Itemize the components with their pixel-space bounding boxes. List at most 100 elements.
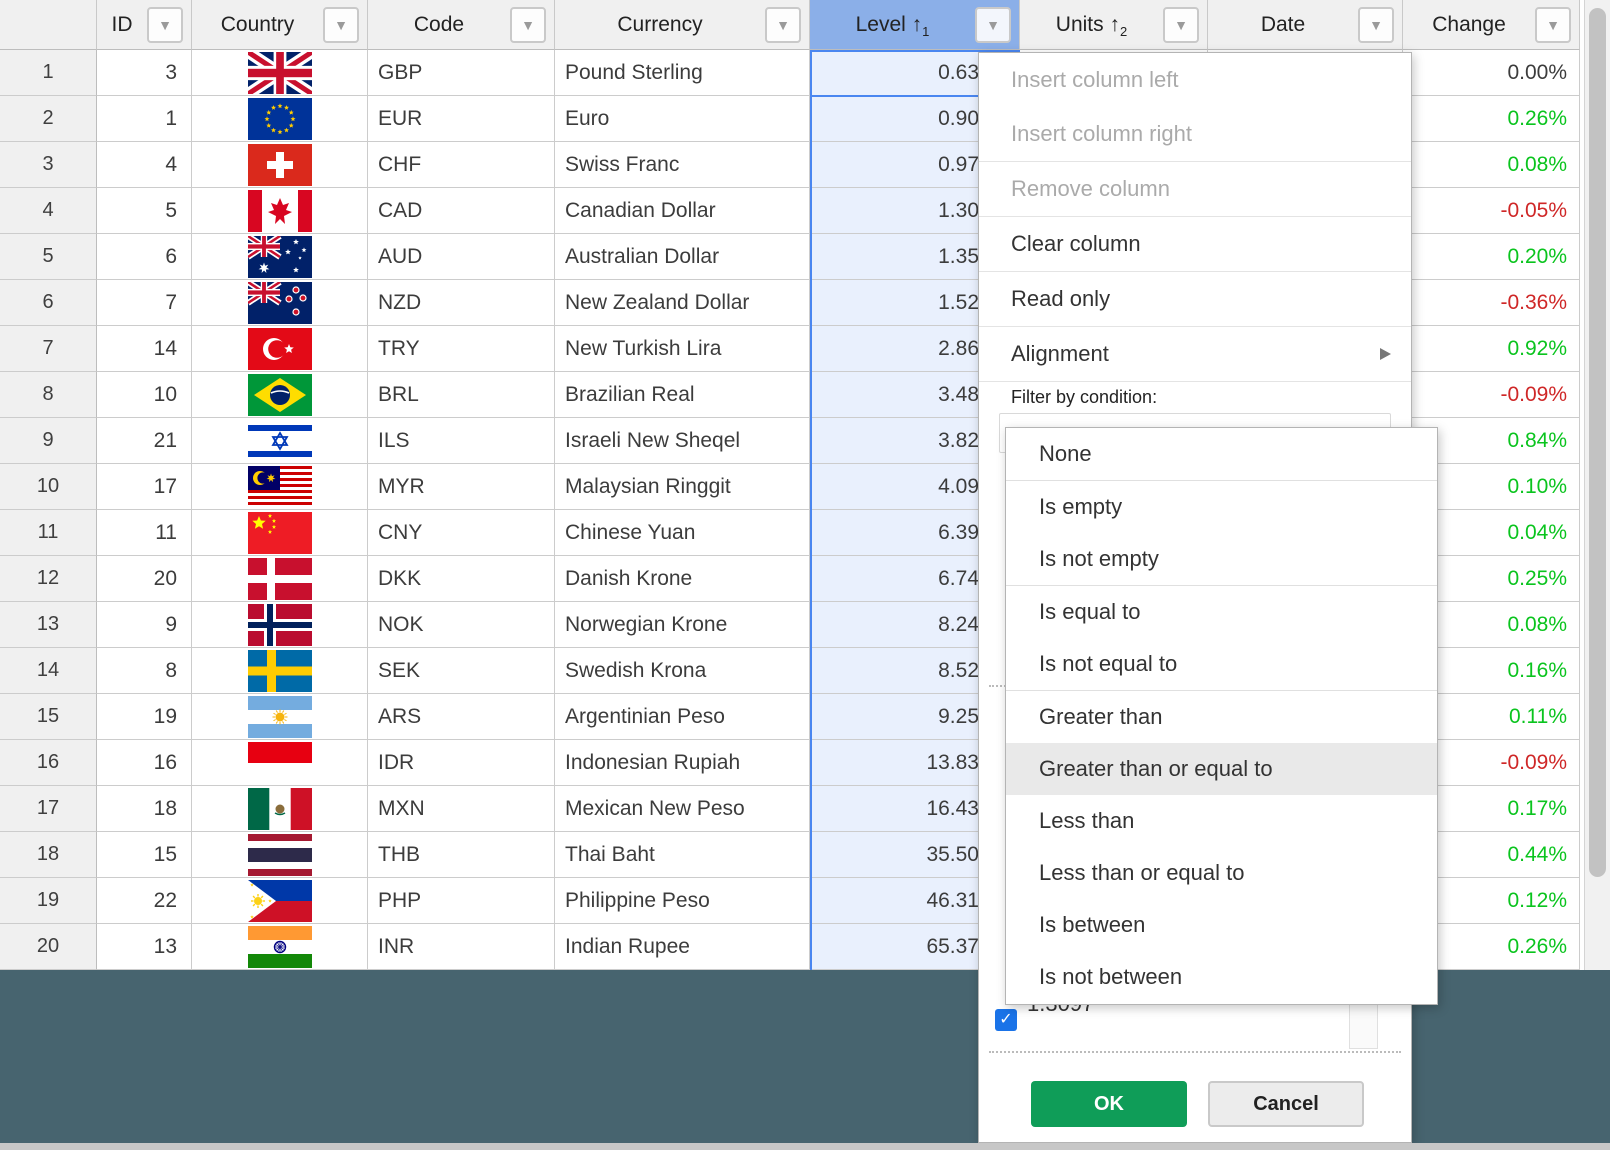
cell-code[interactable]: MXN <box>368 786 555 832</box>
filter-dropdown-button-date[interactable]: ▼ <box>1358 7 1394 43</box>
column-header-change[interactable]: Change ▼ <box>1403 0 1580 50</box>
ok-button[interactable]: OK <box>1031 1081 1187 1127</box>
cell-change[interactable]: 0.00% <box>1403 50 1580 96</box>
cell-id[interactable]: 19 <box>97 694 192 740</box>
cell-currency[interactable]: Indonesian Rupiah <box>555 740 810 786</box>
cell-country[interactable] <box>192 188 368 234</box>
cell-change[interactable]: -0.09% <box>1403 372 1580 418</box>
row-header[interactable]: 18 <box>0 832 97 878</box>
cell-change[interactable]: 0.08% <box>1403 142 1580 188</box>
cell-code[interactable]: MYR <box>368 464 555 510</box>
cell-id[interactable]: 10 <box>97 372 192 418</box>
condition-option-greater-than[interactable]: Greater than <box>1039 704 1163 729</box>
condition-option-is-equal-to[interactable]: Is equal to <box>1039 599 1141 624</box>
cell-code[interactable]: NZD <box>368 280 555 326</box>
cell-code[interactable]: PHP <box>368 878 555 924</box>
row-header[interactable]: 19 <box>0 878 97 924</box>
cell-id[interactable]: 21 <box>97 418 192 464</box>
cell-currency[interactable]: Swiss Franc <box>555 142 810 188</box>
cell-country[interactable] <box>192 878 368 924</box>
cell-country[interactable] <box>192 602 368 648</box>
cell-country[interactable] <box>192 280 368 326</box>
cell-id[interactable]: 14 <box>97 326 192 372</box>
cell-country[interactable] <box>192 924 368 970</box>
column-header-level[interactable]: Level ↑1 ▼ <box>810 0 1020 50</box>
cell-currency[interactable]: Pound Sterling <box>555 50 810 96</box>
filter-dropdown-button-currency[interactable]: ▼ <box>765 7 801 43</box>
cell-currency[interactable]: New Zealand Dollar <box>555 280 810 326</box>
cell-currency[interactable]: Argentinian Peso <box>555 694 810 740</box>
cell-currency[interactable]: Mexican New Peso <box>555 786 810 832</box>
row-header[interactable]: 6 <box>0 280 97 326</box>
filter-dropdown-button-level[interactable]: ▼ <box>975 7 1011 43</box>
cell-id[interactable]: 9 <box>97 602 192 648</box>
condition-option-is-not-between[interactable]: Is not between <box>1039 964 1183 989</box>
cell-currency[interactable]: Canadian Dollar <box>555 188 810 234</box>
column-header-id[interactable]: ID ▼ <box>97 0 192 50</box>
cell-id[interactable]: 13 <box>97 924 192 970</box>
cell-id[interactable]: 8 <box>97 648 192 694</box>
condition-option-less-than-or-equal-to[interactable]: Less than or equal to <box>1039 860 1245 885</box>
column-header-units[interactable]: Units ↑2 ▼ <box>1020 0 1208 50</box>
row-header[interactable]: 12 <box>0 556 97 602</box>
cell-code[interactable]: INR <box>368 924 555 970</box>
cell-id[interactable]: 11 <box>97 510 192 556</box>
cell-currency[interactable]: Malaysian Ringgit <box>555 464 810 510</box>
row-header[interactable]: 9 <box>0 418 97 464</box>
menu-item-alignment[interactable]: Alignment <box>979 327 1411 382</box>
cell-country[interactable] <box>192 648 368 694</box>
cell-code[interactable]: ARS <box>368 694 555 740</box>
cell-currency[interactable]: Indian Rupee <box>555 924 810 970</box>
cell-change[interactable]: -0.36% <box>1403 280 1580 326</box>
cell-id[interactable]: 7 <box>97 280 192 326</box>
cell-country[interactable] <box>192 142 368 188</box>
cell-currency[interactable]: Australian Dollar <box>555 234 810 280</box>
cell-change[interactable]: 0.26% <box>1403 96 1580 142</box>
cell-id[interactable]: 22 <box>97 878 192 924</box>
cell-change[interactable]: 0.92% <box>1403 326 1580 372</box>
cell-currency[interactable]: Euro <box>555 96 810 142</box>
cell-currency[interactable]: Brazilian Real <box>555 372 810 418</box>
checkbox-checked-icon[interactable]: ✓ <box>995 1009 1017 1031</box>
cell-code[interactable]: ILS <box>368 418 555 464</box>
cell-country[interactable] <box>192 464 368 510</box>
column-header-code[interactable]: Code ▼ <box>368 0 555 50</box>
cell-id[interactable]: 18 <box>97 786 192 832</box>
cell-country[interactable] <box>192 96 368 142</box>
cell-country[interactable] <box>192 740 368 786</box>
column-header-date[interactable]: Date ▼ <box>1208 0 1403 50</box>
cell-currency[interactable]: Philippine Peso <box>555 878 810 924</box>
cell-country[interactable] <box>192 418 368 464</box>
cell-code[interactable]: CAD <box>368 188 555 234</box>
row-header[interactable]: 15 <box>0 694 97 740</box>
cell-code[interactable]: TRY <box>368 326 555 372</box>
cell-currency[interactable]: Israeli New Sheqel <box>555 418 810 464</box>
scrollbar-thumb[interactable] <box>1589 8 1606 877</box>
cell-currency[interactable]: Swedish Krona <box>555 648 810 694</box>
row-header[interactable]: 3 <box>0 142 97 188</box>
cell-id[interactable]: 3 <box>97 50 192 96</box>
cell-code[interactable]: THB <box>368 832 555 878</box>
row-header[interactable]: 13 <box>0 602 97 648</box>
cell-code[interactable]: CNY <box>368 510 555 556</box>
cell-country[interactable] <box>192 786 368 832</box>
filter-dropdown-button-code[interactable]: ▼ <box>510 7 546 43</box>
cell-id[interactable]: 16 <box>97 740 192 786</box>
menu-item-clear-column[interactable]: Clear column <box>979 217 1411 272</box>
cell-country[interactable] <box>192 50 368 96</box>
cell-change[interactable]: -0.05% <box>1403 188 1580 234</box>
filter-dropdown-button-units[interactable]: ▼ <box>1163 7 1199 43</box>
cell-country[interactable] <box>192 832 368 878</box>
cell-id[interactable]: 5 <box>97 188 192 234</box>
filter-dropdown-button-id[interactable]: ▼ <box>147 7 183 43</box>
cell-currency[interactable]: Danish Krone <box>555 556 810 602</box>
row-header[interactable]: 1 <box>0 50 97 96</box>
condition-option-greater-than-or-equal-to[interactable]: Greater than or equal to <box>1006 743 1437 795</box>
cell-id[interactable]: 15 <box>97 832 192 878</box>
cell-country[interactable] <box>192 326 368 372</box>
cell-code[interactable]: IDR <box>368 740 555 786</box>
cell-id[interactable]: 1 <box>97 96 192 142</box>
cell-id[interactable]: 20 <box>97 556 192 602</box>
cell-country[interactable] <box>192 556 368 602</box>
column-header-country[interactable]: Country ▼ <box>192 0 368 50</box>
